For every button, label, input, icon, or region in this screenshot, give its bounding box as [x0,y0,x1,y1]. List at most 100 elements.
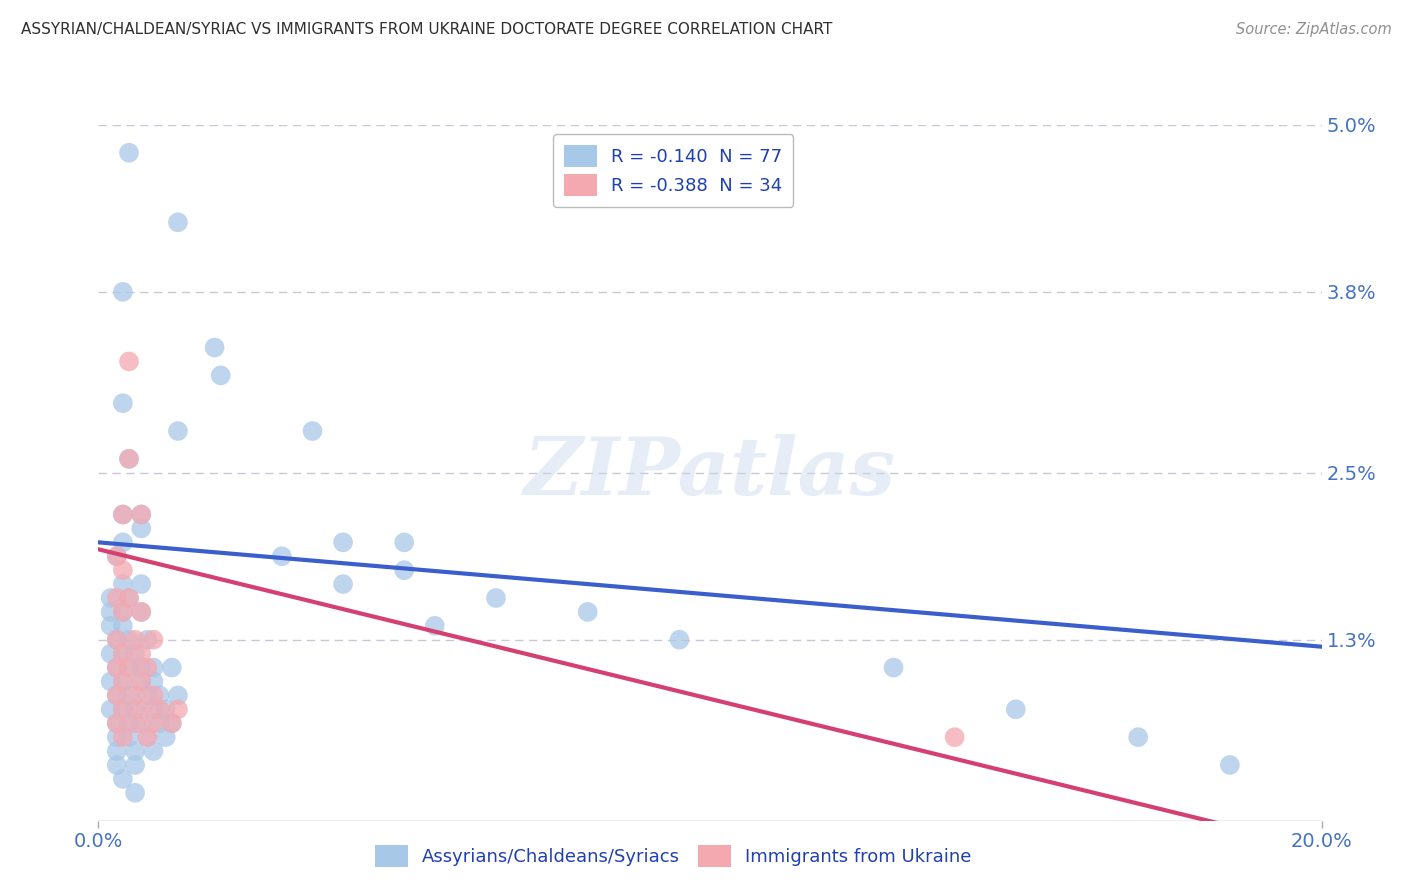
Point [118,730,141,744]
Point [167,424,190,438]
Point [149,702,172,716]
Point [392,563,416,577]
Point [111,730,134,744]
Point [1219,758,1241,772]
Point [111,396,134,410]
Point [111,605,134,619]
Point [129,577,152,591]
Point [124,786,146,800]
Point [111,508,134,522]
Point [129,508,152,522]
Point [136,730,159,744]
Point [129,660,152,674]
Point [129,521,152,535]
Point [105,591,128,605]
Point [124,716,146,731]
Point [155,702,177,716]
Point [209,368,232,383]
Point [204,341,226,355]
Point [111,535,134,549]
Point [111,647,134,661]
Point [129,508,152,522]
Point [105,660,128,674]
Point [668,632,690,647]
Point [124,702,146,716]
Point [100,619,122,633]
Point [124,758,146,772]
Point [105,660,128,674]
Point [167,689,190,703]
Point [124,647,146,661]
Point [142,674,165,689]
Point [576,605,599,619]
Point [301,424,323,438]
Point [167,702,190,716]
Point [160,660,183,674]
Point [100,702,122,716]
Point [105,730,128,744]
Point [111,508,134,522]
Point [129,702,152,716]
Point [129,647,152,661]
Point [129,716,152,731]
Point [883,660,905,674]
Point [118,591,141,605]
Point [118,591,141,605]
Point [100,591,122,605]
Point [111,702,134,716]
Point [100,647,122,661]
Point [105,744,128,758]
Point [111,577,134,591]
Point [142,702,165,716]
Point [142,744,165,758]
Point [111,619,134,633]
Point [124,744,146,758]
Point [136,689,159,703]
Point [332,577,354,591]
Point [129,674,152,689]
Text: ASSYRIAN/CHALDEAN/SYRIAC VS IMMIGRANTS FROM UKRAINE DOCTORATE DEGREE CORRELATION: ASSYRIAN/CHALDEAN/SYRIAC VS IMMIGRANTS F… [21,22,832,37]
Point [111,563,134,577]
Point [136,730,159,744]
Point [1004,702,1026,716]
Point [1128,730,1150,744]
Point [118,716,141,731]
Point [167,215,190,229]
Point [129,605,152,619]
Point [136,632,159,647]
Text: Source: ZipAtlas.com: Source: ZipAtlas.com [1236,22,1392,37]
Point [111,674,134,689]
Point [111,285,134,299]
Point [105,632,128,647]
Point [100,674,122,689]
Point [118,451,141,466]
Point [142,689,165,703]
Legend: Assyrians/Chaldeans/Syriacs, Immigrants from Ukraine: Assyrians/Chaldeans/Syriacs, Immigrants … [364,834,983,878]
Point [118,632,141,647]
Point [485,591,508,605]
Point [100,605,122,619]
Point [155,730,177,744]
Point [105,549,128,564]
Point [149,689,172,703]
Point [105,716,128,731]
Point [270,549,292,564]
Point [943,730,966,744]
Point [118,660,141,674]
Point [118,660,141,674]
Point [142,716,165,731]
Point [392,535,416,549]
Point [118,354,141,368]
Point [160,716,183,731]
Point [124,632,146,647]
Point [111,647,134,661]
Point [129,605,152,619]
Point [105,689,128,703]
Point [118,689,141,703]
Point [142,660,165,674]
Point [111,772,134,786]
Point [105,549,128,564]
Point [118,451,141,466]
Point [111,702,134,716]
Point [129,674,152,689]
